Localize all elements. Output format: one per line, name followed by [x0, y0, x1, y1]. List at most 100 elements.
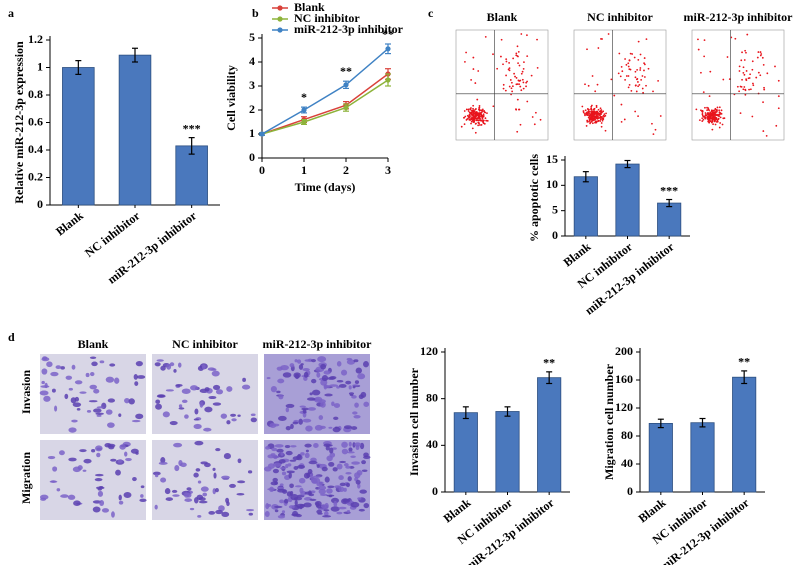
cell-blob: [221, 511, 230, 518]
cell-blob: [83, 458, 92, 464]
cell-blob: [357, 373, 366, 380]
flow-dot: [600, 38, 602, 40]
cell-blob: [308, 460, 318, 465]
flow-dot: [481, 108, 484, 111]
flow-dot: [470, 111, 473, 114]
flow-dot: [709, 70, 712, 73]
flow-dot: [502, 63, 504, 66]
flow-dot: [702, 115, 705, 118]
y-tick-label: 0.2: [28, 169, 43, 183]
cell-blob: [354, 380, 360, 384]
x-tick-label: Blank: [636, 495, 669, 525]
cell-blob: [345, 380, 352, 385]
cell-blob: [305, 449, 309, 453]
flow-dot: [471, 119, 474, 122]
cell-blob: [277, 415, 287, 421]
flow-dot: [714, 123, 717, 126]
flow-dot: [515, 83, 518, 86]
flow-dot: [722, 78, 725, 81]
flow-dot: [719, 122, 722, 124]
flow-dot: [514, 75, 516, 78]
flow-dot: [748, 88, 750, 91]
flow-dot: [701, 117, 704, 120]
flow-dot: [708, 118, 711, 121]
flow-dot: [473, 118, 476, 121]
cell-blob: [178, 404, 183, 408]
flow-dot: [505, 60, 508, 63]
flow-dot: [641, 75, 644, 77]
flow-dot: [594, 90, 597, 93]
cell-blob: [189, 507, 195, 511]
flow-dot: [602, 118, 605, 121]
flow-dot: [765, 134, 768, 137]
significance: **: [382, 27, 394, 41]
flow-dot: [516, 45, 519, 48]
cell-blob: [184, 414, 189, 419]
flow-dot: [484, 35, 487, 38]
cell-blob: [317, 356, 327, 363]
cell-blob: [343, 463, 349, 467]
flow-dot: [492, 105, 495, 108]
flow-dot: [746, 33, 749, 36]
flow-dot: [593, 110, 596, 113]
stain-image: [263, 440, 371, 520]
flow-dot: [651, 122, 653, 125]
flow-dot: [695, 108, 698, 111]
cell-blob: [200, 486, 209, 492]
flow-dot: [591, 122, 594, 125]
flow-dot: [635, 78, 638, 81]
cell-blob: [287, 463, 292, 467]
error-bar: [582, 171, 589, 183]
cell-blob: [131, 419, 141, 423]
flow-dot: [583, 113, 586, 115]
flow-dot: [513, 72, 516, 75]
cell-blob: [88, 400, 98, 403]
cell-blob: [190, 385, 199, 391]
flow-dot: [591, 75, 594, 77]
cell-blob: [330, 497, 340, 504]
flow-plot: [573, 29, 667, 141]
flow-dot: [607, 33, 610, 35]
flow-dot: [639, 53, 642, 56]
flow-dot: [472, 121, 475, 124]
flow-dot: [634, 70, 637, 73]
point: [301, 107, 307, 113]
flow-dot: [643, 63, 646, 66]
cell-blob: [226, 501, 230, 507]
flow-dot: [762, 63, 765, 66]
flow-dot: [708, 95, 711, 98]
cell-blob: [302, 408, 307, 414]
flow-dot: [581, 105, 584, 108]
cell-blob: [202, 492, 208, 497]
cell-blob: [351, 461, 360, 465]
y-tick-label: 40: [426, 437, 438, 451]
cell-blob: [357, 483, 361, 489]
cell-blob: [183, 492, 190, 498]
cell-blob: [226, 386, 233, 392]
cell-blob: [193, 472, 199, 478]
flow-dot: [659, 115, 662, 117]
cell-blob: [173, 369, 177, 373]
flow-dot: [713, 113, 715, 116]
cell-blob: [328, 461, 335, 467]
flow-dot: [596, 110, 599, 113]
cell-blob: [158, 461, 168, 465]
flow-dot: [631, 53, 634, 55]
flow-dot: [465, 108, 468, 111]
cell-blob: [65, 375, 73, 380]
cell-blob: [139, 498, 147, 503]
flow-dot: [708, 114, 711, 117]
flow-dot: [634, 110, 637, 113]
flow-dot: [600, 122, 603, 124]
y-tick-label: 0: [37, 197, 43, 211]
flow-dot: [635, 90, 638, 93]
flow-dot: [738, 90, 741, 93]
cell-blob: [41, 380, 45, 385]
flow-dot: [478, 105, 481, 107]
cell-blob: [272, 455, 280, 459]
flow-dot: [738, 65, 741, 68]
cell-blob: [300, 363, 304, 366]
cell-blob: [156, 394, 166, 398]
y-tick-label: 40: [621, 456, 633, 470]
flow-dot: [510, 81, 513, 84]
